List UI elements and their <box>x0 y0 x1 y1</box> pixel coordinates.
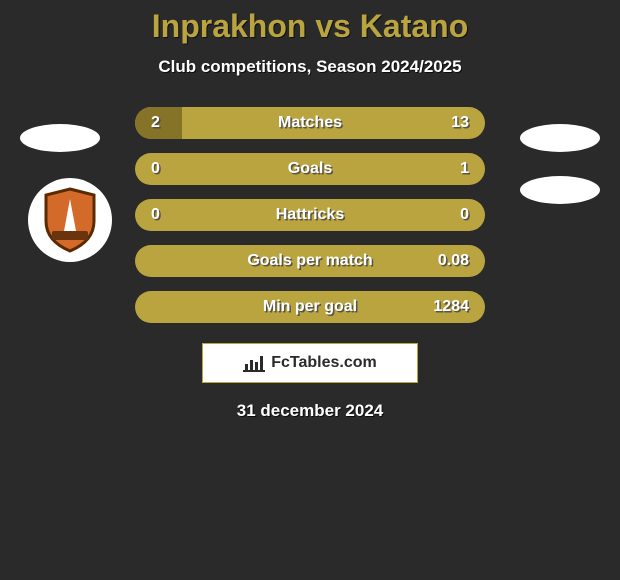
stat-value-right: 13 <box>451 107 469 139</box>
stat-label: Hattricks <box>135 199 485 231</box>
page-title: Inprakhon vs Katano <box>0 8 620 45</box>
date-text: 31 december 2024 <box>0 401 620 421</box>
team-badge-left <box>28 178 112 262</box>
stat-row-goals-per-match: Goals per match 0.08 <box>135 245 485 277</box>
stat-label: Goals per match <box>135 245 485 277</box>
comparison-widget: Inprakhon vs Katano Club competitions, S… <box>0 0 620 580</box>
shield-ribbon <box>52 231 88 240</box>
bar-chart-icon <box>243 354 265 372</box>
stat-value-right: 0 <box>460 199 469 231</box>
stat-value-right: 0.08 <box>438 245 469 277</box>
stat-label: Matches <box>135 107 485 139</box>
stat-value-right: 1284 <box>433 291 469 323</box>
player-avatar-right-1 <box>520 124 600 152</box>
player-avatar-left <box>20 124 100 152</box>
subtitle: Club competitions, Season 2024/2025 <box>0 57 620 77</box>
stat-row-hattricks: 0 Hattricks 0 <box>135 199 485 231</box>
brand-text: FcTables.com <box>271 354 377 372</box>
brand-box[interactable]: FcTables.com <box>202 343 418 383</box>
stat-rows: 2 Matches 13 0 Goals 1 0 Hattricks 0 Goa… <box>135 107 485 323</box>
stat-row-goals: 0 Goals 1 <box>135 153 485 185</box>
stat-row-matches: 2 Matches 13 <box>135 107 485 139</box>
stat-label: Goals <box>135 153 485 185</box>
stat-row-min-per-goal: Min per goal 1284 <box>135 291 485 323</box>
player-avatar-right-2 <box>520 176 600 204</box>
shield-icon <box>42 187 98 253</box>
stat-value-right: 1 <box>460 153 469 185</box>
